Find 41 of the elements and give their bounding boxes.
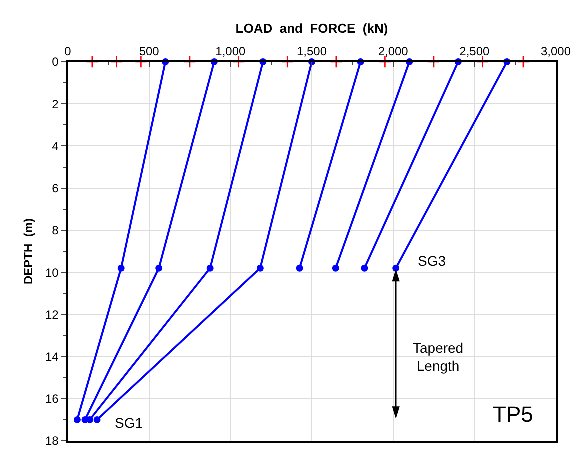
- point: [134, 56, 148, 68]
- y-axis-title: DEPTH (m): [21, 218, 36, 284]
- x-tick-label: 0: [64, 44, 72, 58]
- point: [256, 264, 264, 272]
- x-tick-label: 500: [139, 44, 160, 58]
- annotation: TP5: [493, 402, 534, 427]
- x-tick-label: 3,000: [540, 44, 572, 58]
- annotation: Tapered Length: [413, 340, 464, 374]
- point: [517, 56, 530, 68]
- point: [206, 264, 214, 272]
- point: [184, 56, 196, 68]
- point: [118, 264, 125, 272]
- y-tick-label: 2: [52, 97, 60, 112]
- x-tick-label: 1,000: [216, 44, 246, 58]
- point: [74, 416, 81, 424]
- y-tick-label: 12: [45, 308, 60, 322]
- y-tick-label: 0: [52, 55, 60, 70]
- annotation: SG3: [418, 253, 446, 269]
- point: [281, 56, 294, 68]
- point: [94, 416, 101, 424]
- y-tick-label: 18: [45, 434, 60, 448]
- annotation: SG1: [115, 415, 144, 431]
- point: [110, 56, 124, 68]
- point: [392, 264, 400, 272]
- y-tick-label: 14: [45, 350, 60, 364]
- point: [86, 56, 99, 68]
- y-tick-label: 8: [52, 224, 60, 238]
- y-tick-label: 4: [52, 139, 60, 154]
- point: [156, 264, 163, 272]
- y-tick-label: 6: [52, 182, 60, 196]
- x-axis-title: LOAD and FORCE (kN): [236, 20, 388, 36]
- point: [332, 264, 340, 272]
- point: [361, 264, 368, 272]
- x-tick-label: 2,500: [460, 44, 490, 58]
- x-tick-label: 2,000: [378, 44, 409, 58]
- point: [330, 56, 343, 68]
- point: [428, 56, 440, 68]
- y-tick-label: 10: [45, 266, 60, 280]
- point: [296, 264, 304, 272]
- x-tick-label: 1,500: [296, 44, 328, 58]
- y-tick-label: 16: [45, 392, 60, 406]
